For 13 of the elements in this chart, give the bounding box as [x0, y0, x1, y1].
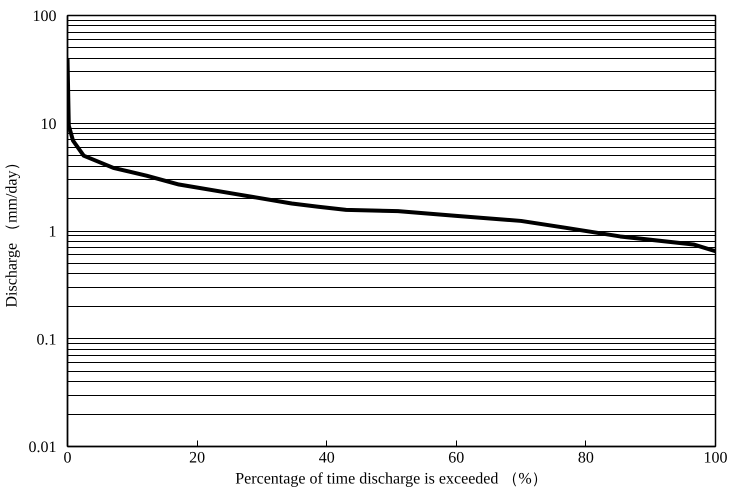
x-tick-label: 40 [318, 450, 335, 466]
x-tick-label: 60 [448, 450, 464, 466]
x-tick-label: 0 [64, 450, 72, 466]
x-tick-label: 20 [189, 450, 206, 466]
x-tick-label: 80 [578, 450, 594, 466]
x-tick-label: 100 [704, 450, 728, 466]
x-axis-title: Percentage of time discharge is exceeded （%） [235, 470, 548, 488]
y-tick-label: 0.01 [28, 439, 56, 456]
y-tick-label: 10 [40, 116, 56, 133]
y-tick-label: 100 [32, 8, 56, 25]
y-tick-label: 0.1 [36, 331, 56, 348]
y-axis-title: Discharge （mm/day） [4, 154, 20, 308]
y-tick-label: 1 [48, 224, 56, 240]
